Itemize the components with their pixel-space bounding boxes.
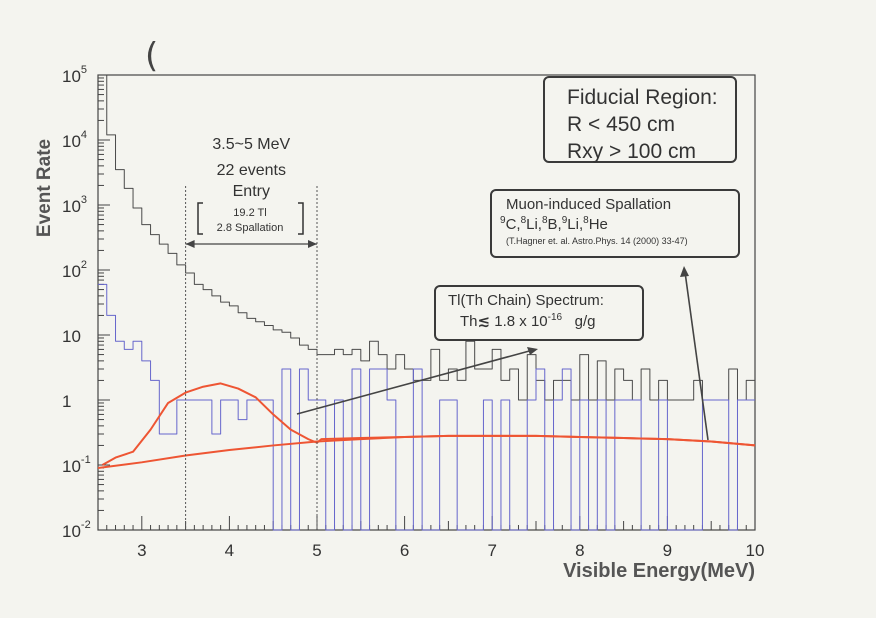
y-tick-exponent: 3 xyxy=(81,194,87,206)
tl-spectrum-title: Tl(Th Chain) Spectrum: xyxy=(448,292,604,309)
window-events-label: 22 events xyxy=(217,162,286,179)
y-tick-base: 10 xyxy=(62,327,81,346)
tl-limit-exponent: -16 xyxy=(547,312,563,323)
x-tick-label-5: 5 xyxy=(312,541,321,560)
tl-limit: Th≲ 1.8 x 10-16 g/g xyxy=(448,312,642,330)
entry-bracket-right xyxy=(298,202,304,235)
x-tick-label-6: 6 xyxy=(400,541,409,560)
tl-limit-symbol: ≲ xyxy=(477,313,491,330)
y-tick-label: 1 xyxy=(62,392,71,411)
fiducial-line-3: Rxy > 100 cm xyxy=(567,140,696,163)
y-tick-base: 10 xyxy=(62,457,81,476)
tl-limit-value: 1.8 x 10 xyxy=(490,313,548,330)
y-tick-exponent: 2 xyxy=(81,259,87,271)
pen-mark: ( xyxy=(145,36,159,76)
y-tick-label: 103 xyxy=(62,194,87,216)
x-tick-label-10: 10 xyxy=(746,541,765,560)
series-1-line xyxy=(98,283,755,531)
iso-4-mass: 9 xyxy=(561,215,568,226)
window-entry-label: Entry xyxy=(233,183,270,200)
x-tick-label-7: 7 xyxy=(487,541,496,560)
iso-2-el: Li, xyxy=(526,216,542,233)
iso-5-el: He xyxy=(588,216,608,233)
window-arrow-left-head xyxy=(185,240,195,248)
iso-2-mass: 8 xyxy=(520,215,527,226)
y-tick-base: 10 xyxy=(62,262,81,281)
iso-3-mass: 8 xyxy=(541,215,548,226)
y-tick-exponent: 4 xyxy=(81,129,87,141)
y-tick-label: 104 xyxy=(62,129,87,151)
y-tick-base: 10 xyxy=(62,67,81,86)
iso-4-el: Li, xyxy=(567,216,584,233)
spallation-pointer-line xyxy=(684,271,709,441)
y-tick-label: 10 xyxy=(62,327,81,346)
x-tick-label-3: 3 xyxy=(137,541,146,560)
spallation-pointer-head xyxy=(680,266,689,277)
x-tick-label-9: 9 xyxy=(663,541,672,560)
fiducial-box: Fiducial Region: R < 450 cm Rxy > 100 cm xyxy=(543,76,737,163)
spallation-reference: (T.Hagner et. al. Astro.Phys. 14 (2000) … xyxy=(506,236,688,246)
entry-bracket-left xyxy=(197,202,203,235)
y-tick-exponent: -1 xyxy=(81,454,91,466)
series-3-line xyxy=(97,434,756,469)
fiducial-line-1: Fiducial Region: xyxy=(567,86,718,109)
y-tick-label: 10-1 xyxy=(62,454,91,476)
tl-limit-element: Th xyxy=(460,313,478,330)
y-axis-label: Event Rate xyxy=(34,139,55,237)
iso-3-el: B, xyxy=(547,216,562,233)
y-tick-exponent: -2 xyxy=(81,519,91,531)
x-axis-label: Visible Energy(MeV) xyxy=(563,560,755,582)
iso-1-mass: 9 xyxy=(500,215,506,226)
y-tick-exponent: 5 xyxy=(81,64,87,76)
tl-spectrum-box: Tl(Th Chain) Spectrum: Th≲ 1.8 x 10-16 g… xyxy=(434,285,644,341)
x-tick-label-8: 8 xyxy=(575,541,584,560)
iso-5-mass: 8 xyxy=(583,215,589,226)
spallation-isotopes: 9C,8Li,8B,9Li,8He xyxy=(500,215,738,233)
tl-limit-unit: g/g xyxy=(574,313,596,330)
window-tl-count: 19.2 Tl xyxy=(233,207,266,219)
x-tick-label-4: 4 xyxy=(225,541,234,560)
y-tick-base: 1 xyxy=(62,392,71,411)
spallation-title: Muon-induced Spallation xyxy=(506,196,672,213)
tl-pointer-line xyxy=(296,349,534,415)
window-range-label: 3.5~5 MeV xyxy=(212,136,290,153)
y-tick-label: 102 xyxy=(62,259,87,281)
y-tick-label: 105 xyxy=(62,64,87,86)
tl-pointer-head xyxy=(527,347,538,355)
y-tick-label: 10-2 xyxy=(62,519,91,541)
y-tick-base: 10 xyxy=(62,522,81,541)
iso-1-el: C, xyxy=(505,216,521,233)
spallation-box: Muon-induced Spallation 9C,8Li,8B,9Li,8H… xyxy=(490,189,740,258)
window-spallation-count: 2.8 Spallation xyxy=(217,222,284,234)
y-tick-base: 10 xyxy=(62,197,81,216)
y-tick-base: 10 xyxy=(62,132,81,151)
window-arrow-right-head xyxy=(308,240,317,248)
fiducial-line-2: R < 450 cm xyxy=(567,113,675,136)
